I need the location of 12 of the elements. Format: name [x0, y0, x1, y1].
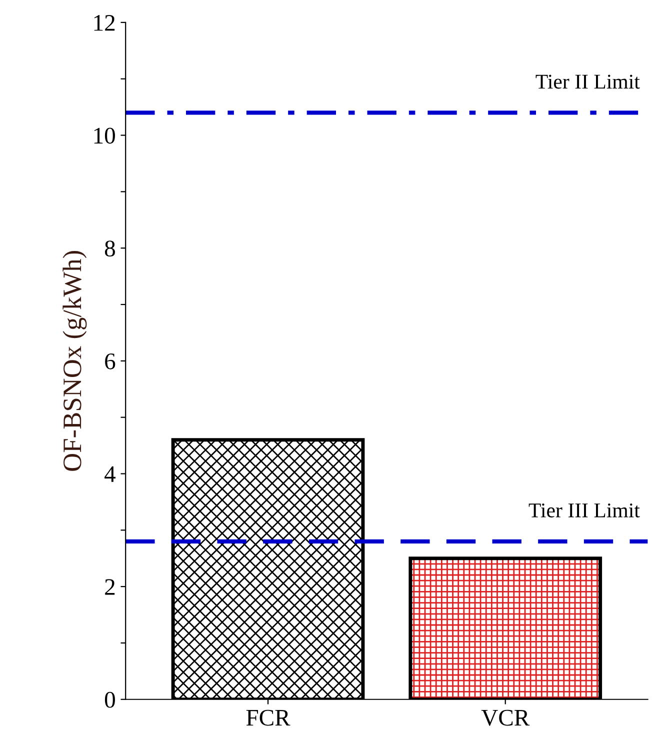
y-axis-title: OF-BSNOx (g/kWh): [62, 251, 87, 471]
x-tick-label: FCR: [246, 710, 290, 726]
y-tick-label: 10: [94, 128, 115, 144]
ref-line-label: Tier III Limit: [528, 503, 640, 518]
y-tick-label: 6: [105, 353, 116, 370]
ref-line-label: Tier II Limit: [536, 74, 640, 89]
x-tick-label: VCR: [481, 710, 530, 726]
y-tick-label: 0: [104, 692, 115, 708]
y-tick-label: 4: [104, 466, 116, 482]
y-tick-label: 2: [105, 579, 115, 595]
y-tick-label: 8: [104, 240, 115, 257]
y-tick-label: 12: [94, 14, 115, 31]
